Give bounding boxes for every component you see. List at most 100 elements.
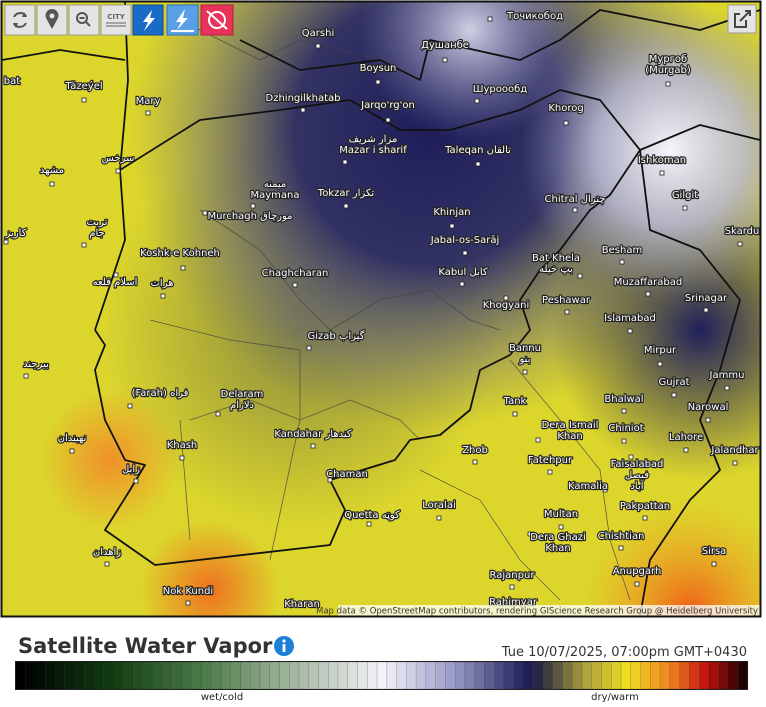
icon [206,10,228,30]
place-dot [705,417,711,423]
place-dot [577,273,583,279]
place-dot [621,408,627,414]
colorbar-cell [542,661,554,690]
place: بیرجند [22,358,50,379]
place-label: Murchagh مورچاق [207,211,292,222]
place: Skardu [723,225,760,247]
colorbar-frame [15,661,748,690]
lightning-button[interactable] [132,4,164,36]
icon [76,12,88,24]
place-dot [564,309,570,315]
place-label: Dera Ghazi [530,532,586,543]
province-border [509,359,631,601]
colorbar-cell [640,661,651,690]
place-dot [69,448,75,454]
place-label: Tokzar تکزار [317,188,375,199]
place-label: مزار شریف [349,134,398,145]
place-dot [522,369,528,375]
colorbar-cell [210,661,222,690]
place-dot [185,600,191,606]
place-dot [732,460,738,466]
place-label: اسلام قلعه [93,277,138,288]
layer-toggle-button[interactable] [200,4,234,36]
colorbar-cell [54,661,66,690]
place-label: Gujrat [658,377,689,388]
place-label: بنو [519,354,531,365]
colorbar-cell [591,661,602,690]
place-label: bat [4,76,20,87]
city-button[interactable]: CITY [100,4,132,36]
info-button[interactable] [274,636,294,656]
place: Jarqo'rg'on [359,99,416,123]
locate-button[interactable] [36,4,68,36]
province-borders [149,19,631,601]
share-button[interactable] [727,4,757,34]
button-label: CITY [107,13,126,21]
colorbar-cell [249,661,261,690]
place-dot [572,207,578,213]
satellite-button[interactable] [166,4,199,36]
place: Besham [601,244,643,265]
place: Dzhingilkhatab [264,92,342,113]
colorbar-cell [523,661,534,690]
place-dot [558,524,564,530]
button-bg [100,4,132,36]
place-label: Delaram [221,389,264,400]
refresh-button[interactable] [4,4,36,36]
place-dot [342,159,348,165]
place: Kandahar کندهار [273,428,353,449]
place-label: Khinjan [433,207,470,218]
place-dot [81,242,87,248]
place-dot [459,281,465,287]
icon [208,11,226,29]
place-label: Khorog [548,103,583,114]
icon [143,10,155,31]
colorbar-cell [142,661,153,690]
place-dot [645,291,651,297]
place: زاهدان [92,546,122,567]
place-label: بټ خيله [539,264,573,275]
place-label: Khogyani [483,300,530,311]
place-dot [115,168,121,174]
colorbar-cell [611,661,622,690]
colorbar-cell [337,661,349,690]
place-label: Qarshi [302,28,334,39]
map[interactable]: Точикобод Qarshi Душанбе Boysun Мургоб(Murga… [2,2,760,617]
colorbar-cell [493,661,505,690]
colorbar-cell [737,661,749,690]
colorbar-cell [113,661,124,690]
place-label: Bhalwal [604,394,643,405]
place-dot [145,110,151,116]
place: Jammu [707,369,746,391]
colorbar-cell [728,661,739,690]
place-label: فیصل [625,470,649,481]
province-border [149,319,301,561]
zoom-button[interactable] [68,4,100,36]
place-label: Rajanpur [490,570,536,581]
colorbar-cell [357,661,368,690]
legend-high: dry/warm [591,692,639,703]
place: Kharan [283,598,321,611]
place-dot [179,455,185,461]
attribution: Map data © OpenStreetMap contributors, r… [316,607,758,617]
place-label: Nok Kundi [163,586,213,597]
colorbar-cell [513,661,524,690]
place: هرات [149,277,175,299]
place: Islamabad [603,312,657,334]
country-border [2,49,126,61]
place: Khash [166,439,198,461]
place-label: Faisalabad [611,459,664,470]
place-label: Шуроообд [473,84,527,95]
place-dot [619,259,625,265]
place: Bhalwal [603,393,645,414]
icon [13,12,27,28]
place-dot [665,81,671,87]
place-dot [602,487,608,493]
place: Точикобод [487,10,564,23]
place: Khinjan [432,206,472,229]
country-border [94,124,760,566]
title: Satellite Water Vapor [18,634,273,658]
place: Chishtian [596,530,646,551]
